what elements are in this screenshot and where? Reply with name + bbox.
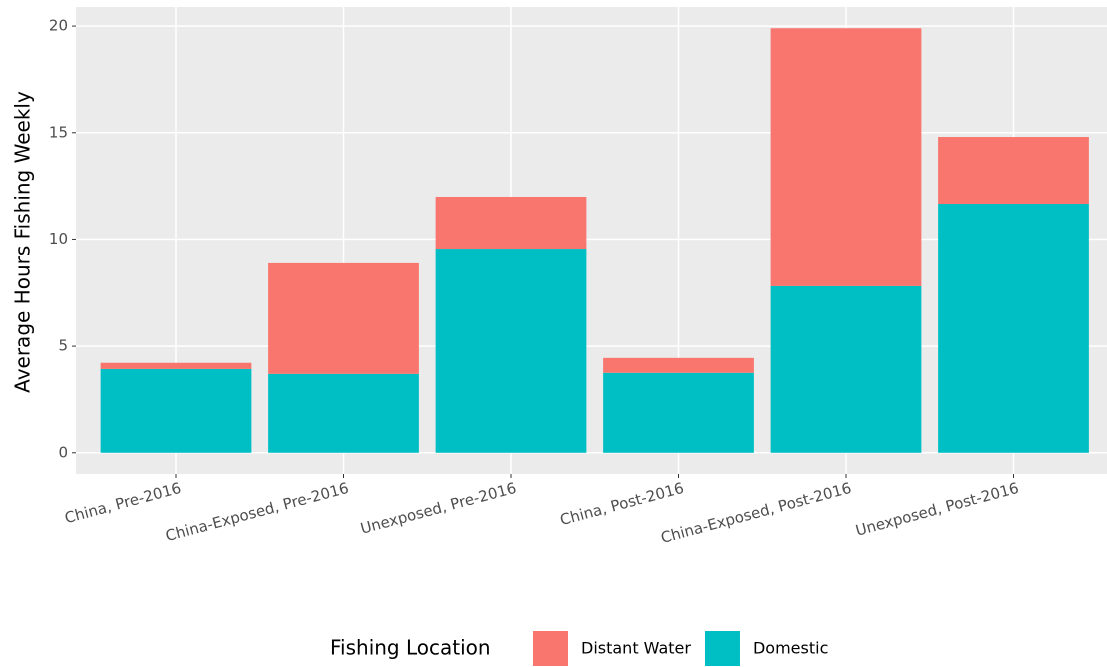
y-tick-label: 0 (58, 443, 68, 461)
legend-title: Fishing Location (330, 636, 491, 660)
bar (770, 28, 922, 286)
bar (603, 357, 754, 373)
bar (435, 249, 587, 453)
bar (435, 196, 587, 250)
bar (268, 373, 419, 453)
x-tick-label: China, Post-2016 (558, 479, 686, 529)
y-tick-label: 15 (49, 123, 68, 141)
y-axis-title: Average Hours Fishing Weekly (11, 91, 35, 393)
y-tick-label: 10 (49, 230, 68, 248)
bar (100, 362, 252, 369)
x-tick-label: China-Exposed, Post-2016 (659, 479, 853, 547)
x-tick-label: Unexposed, Post-2016 (854, 479, 1021, 540)
x-tick-label: Unexposed, Pre-2016 (358, 479, 518, 538)
legend-label: Distant Water (581, 639, 691, 658)
bar (268, 262, 419, 374)
bar (770, 285, 922, 453)
bar (603, 372, 754, 453)
y-tick-label: 20 (49, 17, 68, 35)
bar (100, 368, 252, 453)
legend-swatch (704, 631, 740, 666)
bar (938, 137, 1089, 205)
legend-label: Domestic (753, 639, 828, 658)
x-tick-label: China-Exposed, Pre-2016 (164, 479, 351, 545)
y-tick-label: 5 (58, 337, 68, 355)
bar (938, 204, 1089, 453)
legend-swatch (533, 631, 568, 666)
x-tick-label: China, Pre-2016 (63, 479, 183, 527)
